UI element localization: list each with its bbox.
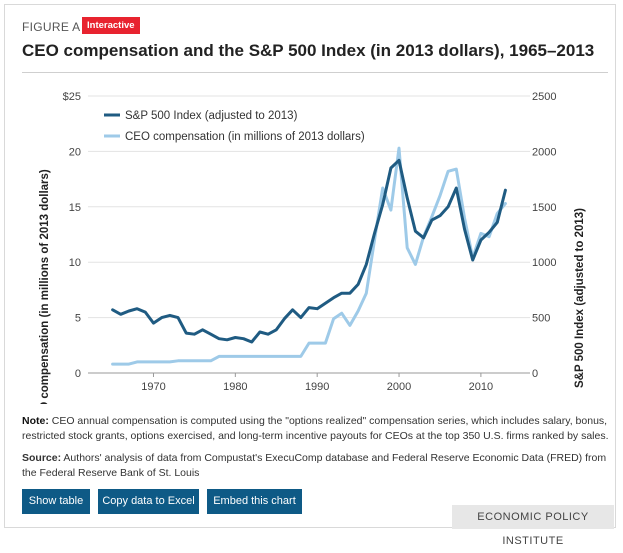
chart-title: CEO compensation and the S&P 500 Index (… [22,41,595,60]
left-tick-label: 5 [75,313,81,325]
embed-chart-button[interactable]: Embed this chart [207,489,302,514]
legend-label-sp500: S&P 500 Index (adjusted to 2013) [125,110,298,122]
legend: S&P 500 Index (adjusted to 2013) CEO com… [104,110,365,143]
series-line-sp500 [111,158,507,344]
title-divider [22,72,608,73]
chart-source: Source: Authors' analysis of data from C… [22,451,610,481]
interactive-badge: Interactive [82,17,140,34]
right-tick-label: 500 [532,313,550,325]
right-tick-label: 2500 [532,91,556,103]
x-tick-label: 1970 [141,381,165,393]
right-tick-label: 2000 [532,146,556,158]
copy-excel-button[interactable]: Copy data to Excel [98,489,199,514]
right-tick-label: 1000 [532,257,556,269]
figure-label: FIGURE A [22,20,81,34]
show-table-button[interactable]: Show table [22,489,90,514]
series-line-ceo [111,146,507,366]
right-axis-ticks: 2500 2000 1500 1000 500 0 [532,91,556,380]
right-tick-label: 1500 [532,202,556,214]
line-chart: 1970 1980 1990 2000 2010 $25 20 15 10 5 0 2500 200… [39,91,586,404]
note-label: Note: [22,415,49,427]
x-tick-label: 1980 [223,381,247,393]
x-tick-label: 1990 [305,381,329,393]
x-tick-label: 2010 [469,381,493,393]
right-tick-label: 0 [532,368,538,380]
left-tick-label: 10 [69,257,81,269]
left-tick-label: $25 [63,91,81,103]
left-tick-label: 15 [69,202,81,214]
left-tick-label: 20 [69,146,81,158]
chart-note: Note: CEO annual compensation is compute… [22,414,610,444]
figure-frame [4,4,616,528]
note-text: CEO annual compensation is computed usin… [22,415,609,442]
series-lines [111,146,507,366]
publisher-footer: ECONOMIC POLICY INSTITUTE [452,505,614,547]
x-axis: 1970 1980 1990 2000 2010 [141,373,493,393]
legend-label-ceo: CEO compensation (in millions of 2013 do… [125,131,365,143]
left-tick-label: 0 [75,368,81,380]
source-label: Source: [22,452,62,464]
x-tick-label: 2000 [387,381,411,393]
left-axis-ticks: $25 20 15 10 5 0 [63,91,81,380]
left-axis-label: CEO compensation (in millions of 2013 do… [39,169,51,404]
right-axis-label: S&P 500 Index (adjusted to 2013) [574,208,586,388]
source-text: Authors' analysis of data from Compustat… [22,452,607,479]
